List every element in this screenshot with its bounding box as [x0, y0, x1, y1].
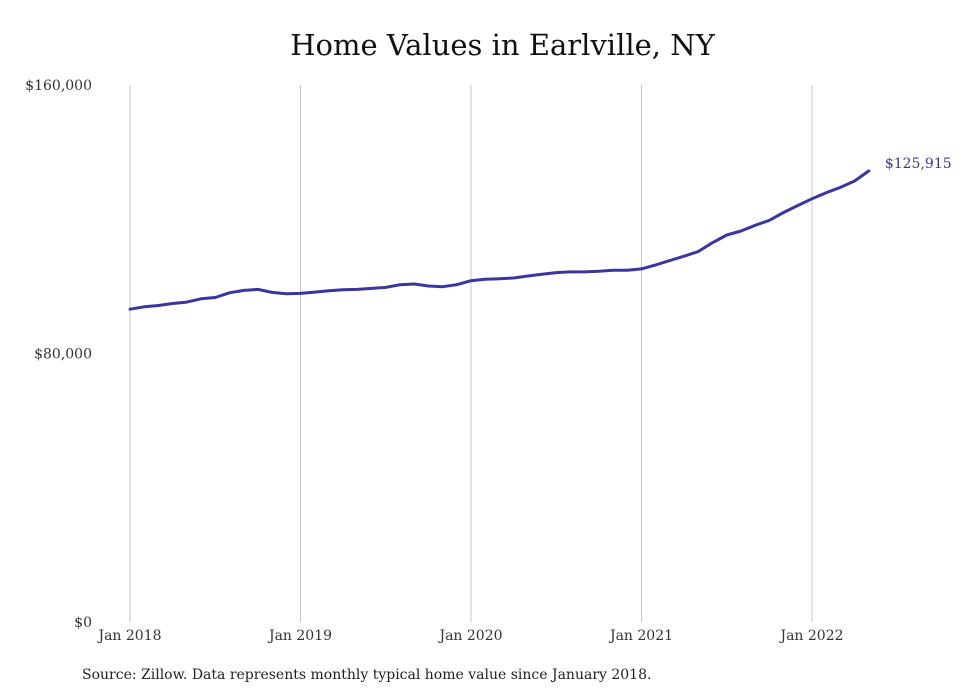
- x-tick-label: Jan 2020: [437, 628, 502, 644]
- series-points: [129, 170, 869, 310]
- home-value-series-line: [128, 169, 871, 311]
- last-value-label: $125,915: [885, 156, 952, 172]
- x-axis-tick-labels: Jan 2018 Jan 2019 Jan 2020 Jan 2021 Jan 2022: [96, 628, 843, 644]
- x-tick-label: Jan 2021: [608, 628, 673, 644]
- source-note: Source: Zillow. Data represents monthly …: [82, 667, 652, 683]
- x-tick-label: Jan 2018: [96, 628, 161, 644]
- y-tick-label: $160,000: [25, 78, 92, 94]
- y-axis-tick-labels: $0 $80,000 $160,000: [25, 78, 92, 631]
- y-tick-label: $0: [74, 615, 92, 631]
- line-chart: $0$80,000$160,000 Jan 2018 Jan 2019 Jan 20…: [25, 78, 952, 644]
- y-tick-label: $80,000: [34, 347, 92, 363]
- x-tick-label: Jan 2022: [778, 628, 843, 644]
- x-tick-label: Jan 2019: [267, 628, 332, 644]
- chart-title: Home Values in Earlville, NY: [290, 28, 715, 62]
- vertical-gridlines: [129, 85, 813, 622]
